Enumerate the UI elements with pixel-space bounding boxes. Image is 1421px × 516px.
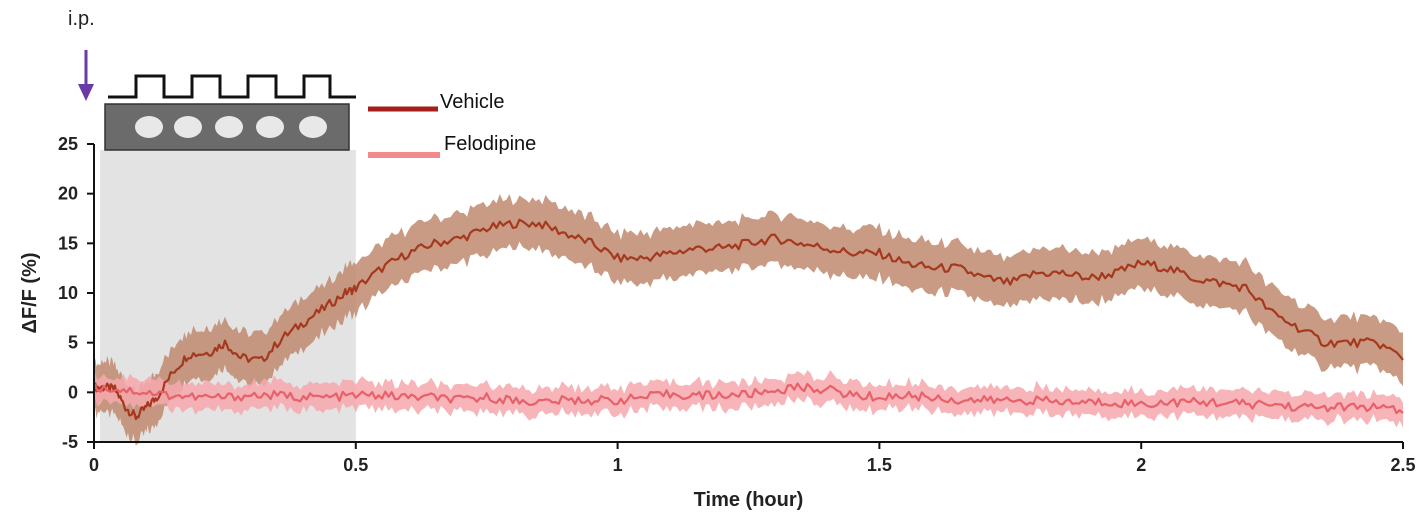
- series-lines: [92, 218, 1404, 421]
- legend-label-vehicle: Vehicle: [440, 91, 505, 113]
- x-axis-title: Time (hour): [694, 489, 804, 511]
- x-tick-label: 1: [613, 455, 623, 475]
- y-axis-title: ΔF/F (%): [19, 252, 41, 333]
- light-pulse-icon: [299, 116, 327, 138]
- x-tick-label: 1.5: [867, 455, 892, 475]
- light-pulse-icon: [174, 116, 202, 138]
- y-tick-label: 0: [68, 382, 78, 402]
- y-ticks: 25 20 15 10 5 0 -5: [58, 134, 94, 452]
- x-tick-label: 0: [89, 455, 99, 475]
- stimulus-protocol: [104, 74, 356, 151]
- x-tick-label: 2.5: [1390, 455, 1415, 475]
- x-tick-label: 2: [1136, 455, 1146, 475]
- x-tick-label: 0.5: [343, 455, 368, 475]
- y-tick-label: 10: [58, 283, 78, 303]
- y-tick-label: 5: [68, 333, 78, 353]
- injection-annotation: i.p.: [68, 8, 95, 30]
- injection-arrow-icon: [78, 50, 94, 101]
- y-tick-label: -5: [62, 432, 78, 452]
- series-line-felodipine: [93, 382, 1404, 415]
- square-wave-trace: [108, 74, 356, 99]
- light-pulse-icon: [135, 116, 163, 138]
- light-pulse-icon: [256, 116, 284, 138]
- legend-label-felodipine: Felodipine: [444, 133, 536, 155]
- confidence-bands: [94, 194, 1403, 446]
- x-ticks: 0 0.5 1 1.5 2 2.5: [89, 442, 1416, 475]
- light-pulse-icon: [215, 116, 243, 138]
- y-tick-label: 15: [58, 233, 78, 253]
- band-vehicle: [94, 194, 1403, 446]
- band-felodipine: [94, 369, 1403, 428]
- y-tick-label: 20: [58, 184, 78, 204]
- legend: Vehicle Felodipine: [368, 91, 536, 158]
- y-tick-label: 25: [58, 134, 78, 154]
- series-line-vehicle: [92, 218, 1404, 421]
